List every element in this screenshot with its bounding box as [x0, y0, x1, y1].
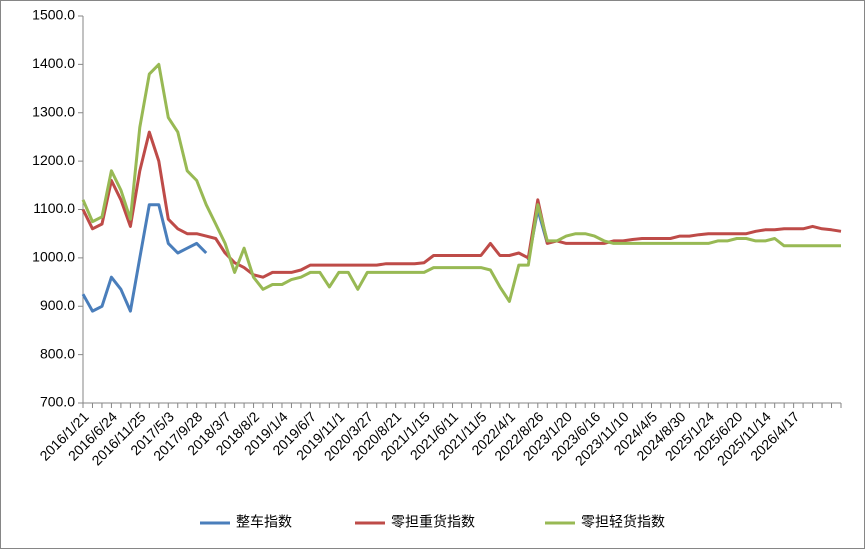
- legend-label: 零担轻货指数: [581, 514, 665, 530]
- y-tick-label: 1200.0: [32, 152, 75, 168]
- series-line: [81, 130, 842, 279]
- legend-label: 整车指数: [236, 514, 292, 530]
- y-tick-label: 1000.0: [32, 249, 75, 265]
- series-line: [81, 62, 841, 303]
- y-tick-label: 700.0: [40, 394, 75, 410]
- y-tick-label: 1500.0: [32, 7, 75, 23]
- legend-label: 零担重货指数: [391, 514, 475, 530]
- y-tick-label: 800.0: [40, 345, 75, 361]
- y-tick-label: 900.0: [40, 297, 75, 313]
- y-tick-label: 1100.0: [33, 200, 75, 216]
- y-tick-label: 1400.0: [32, 55, 75, 71]
- y-tick-label: 1300.0: [32, 103, 75, 119]
